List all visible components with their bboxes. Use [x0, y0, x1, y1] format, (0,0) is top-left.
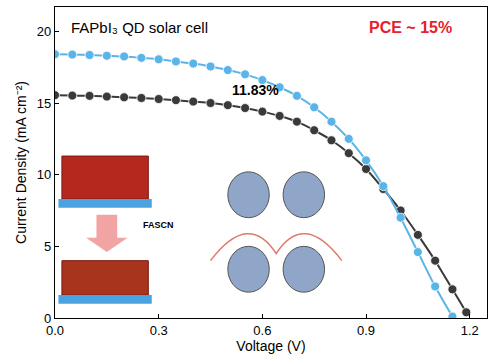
svg-text:0: 0 — [44, 311, 51, 326]
svg-text:0.6: 0.6 — [253, 323, 271, 338]
svg-text:0.0: 0.0 — [46, 323, 64, 338]
svg-text:5: 5 — [44, 239, 51, 254]
svg-text:FASCN: FASCN — [143, 220, 174, 230]
svg-text:1.2: 1.2 — [461, 323, 479, 338]
svg-text:20: 20 — [37, 24, 51, 39]
svg-text:15: 15 — [37, 96, 51, 111]
svg-text:10: 10 — [37, 167, 51, 182]
svg-text:0.9: 0.9 — [357, 323, 375, 338]
svg-text:Current Density (mA cm⁻²): Current Density (mA cm⁻²) — [13, 81, 29, 244]
svg-text:0.3: 0.3 — [150, 323, 168, 338]
svg-text:11.83%: 11.83% — [232, 82, 279, 98]
svg-text:FAPbI₃ QD solar cell: FAPbI₃ QD solar cell — [71, 19, 208, 36]
svg-text:PCE ~ 15%: PCE ~ 15% — [369, 19, 452, 36]
svg-text:Voltage (V): Voltage (V) — [236, 338, 305, 354]
